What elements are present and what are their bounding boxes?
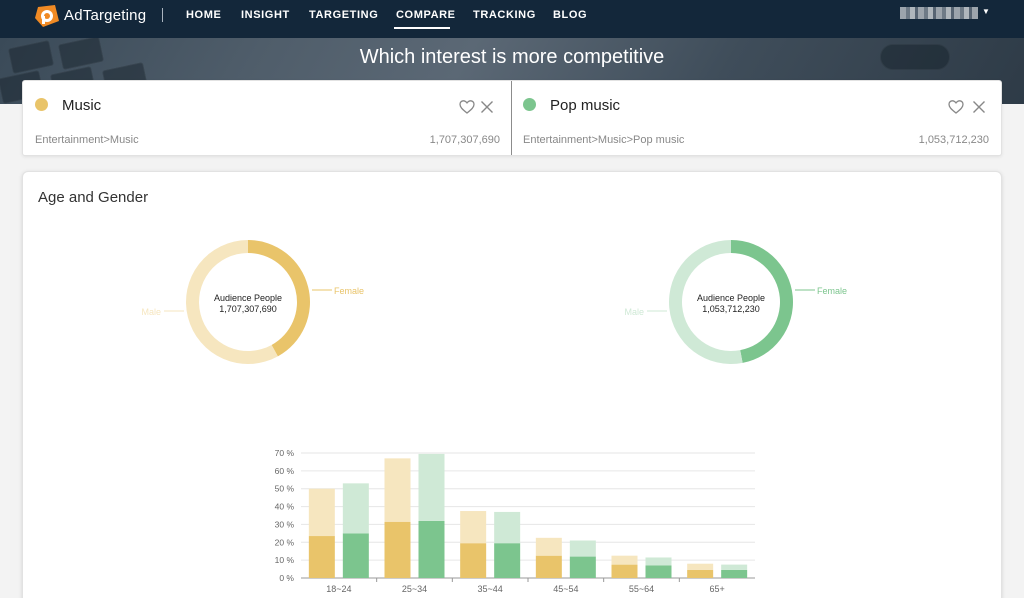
nav-active-indicator xyxy=(394,27,450,29)
interest-audience-size: 1,707,307,690 xyxy=(429,134,500,146)
donut-slice-female xyxy=(731,240,793,363)
remove-close-icon[interactable] xyxy=(479,99,495,115)
bar-music-lower xyxy=(384,521,411,578)
donut-center-label: Audience People xyxy=(214,293,282,303)
bar-pop-music-upper xyxy=(569,540,596,557)
brand-name[interactable]: AdTargeting xyxy=(64,7,147,24)
bar-pop-music-upper xyxy=(645,557,672,566)
y-tick-label: 60 % xyxy=(275,466,295,476)
top-navbar: AdTargeting HOME INSIGHT TARGETING COMPA… xyxy=(0,0,1024,38)
bar-music-upper xyxy=(460,511,487,544)
bar-pop-music-lower xyxy=(569,556,596,578)
interest-category-path: Entertainment>Music xyxy=(35,134,139,146)
bar-music-lower xyxy=(687,569,714,578)
age-bar-chart: 0 % 10 % 20 % 30 % 40 % 50 % 60 % 70 % 18~24 25~3… xyxy=(275,448,755,594)
female-label: Female xyxy=(817,286,847,296)
remove-close-icon[interactable] xyxy=(971,99,987,115)
nav-tracking[interactable]: TRACKING xyxy=(473,9,536,21)
bar-pop-music-upper xyxy=(342,483,369,534)
female-label: Female xyxy=(334,286,364,296)
interest-color-dot xyxy=(35,98,48,111)
donut-slice-female xyxy=(248,240,310,357)
y-tick-label: 20 % xyxy=(275,537,295,547)
bar-pop-music-lower xyxy=(342,533,369,578)
bar-pop-music-lower xyxy=(494,543,521,578)
x-tick-label: 55~64 xyxy=(629,584,654,594)
bar-music-lower xyxy=(535,555,562,578)
x-tick-label: 65+ xyxy=(710,584,725,594)
y-tick-label: 10 % xyxy=(275,555,295,565)
hero-mouse-decoration xyxy=(880,44,950,70)
bar-pop-music-lower xyxy=(418,520,445,578)
adtargeting-logo-icon[interactable] xyxy=(34,4,60,28)
page-title: Which interest is more competitive xyxy=(359,46,665,68)
y-tick-label: 30 % xyxy=(275,519,295,529)
nav-targeting[interactable]: TARGETING xyxy=(309,9,379,21)
donut-slice-male xyxy=(186,240,278,364)
bar-pop-music-upper xyxy=(494,511,521,544)
x-tick-label: 18~24 xyxy=(326,584,351,594)
favorite-heart-icon[interactable] xyxy=(948,99,964,115)
section-title: Age and Gender xyxy=(38,189,149,206)
bar-pop-music-lower xyxy=(721,569,748,578)
donut-center-label: Audience People xyxy=(697,293,765,303)
nav-insight[interactable]: INSIGHT xyxy=(241,9,290,21)
bar-music-upper xyxy=(687,563,714,570)
y-tick-label: 50 % xyxy=(275,484,295,494)
user-menu-caret-icon[interactable]: ▼ xyxy=(982,7,990,16)
donut-slice-male xyxy=(668,240,743,364)
bar-pop-music-upper xyxy=(418,453,445,521)
male-label: Male xyxy=(141,307,161,317)
x-tick-label: 45~54 xyxy=(553,584,578,594)
nav-home[interactable]: HOME xyxy=(186,9,222,21)
interest-name: Pop music xyxy=(550,97,621,114)
bar-music-lower xyxy=(308,536,335,578)
favorite-heart-icon[interactable] xyxy=(459,99,475,115)
interest-compare-cards: Music Entertainment>Music 1,707,307,690 … xyxy=(22,80,1002,156)
x-tick-label: 35~44 xyxy=(478,584,503,594)
cards-divider xyxy=(511,81,512,155)
bar-music-upper xyxy=(384,458,411,522)
interest-color-dot xyxy=(523,98,536,111)
donut-center-value: 1,053,712,230 xyxy=(702,304,760,314)
bar-pop-music-lower xyxy=(645,565,672,578)
bar-music-lower xyxy=(611,564,638,578)
x-tick-label: 25~34 xyxy=(402,584,427,594)
interest-name: Music xyxy=(62,97,102,114)
user-account-name[interactable] xyxy=(900,7,978,19)
bar-music-upper xyxy=(535,537,562,556)
bar-music-upper xyxy=(308,488,335,537)
interest-category-path: Entertainment>Music>Pop music xyxy=(523,134,685,146)
brand-divider xyxy=(162,8,163,22)
bar-music-lower xyxy=(460,543,487,578)
bar-pop-music-upper xyxy=(721,564,748,570)
male-label: Male xyxy=(624,307,644,317)
interest-audience-size: 1,053,712,230 xyxy=(918,134,989,146)
y-tick-label: 40 % xyxy=(275,502,295,512)
y-tick-label: 0 % xyxy=(279,573,294,583)
age-gender-panel: Age and Gender Female Male Audience People… xyxy=(22,171,1002,598)
y-tick-label: 70 % xyxy=(275,448,295,458)
nav-compare[interactable]: COMPARE xyxy=(396,9,456,21)
bar-music-upper xyxy=(611,555,638,565)
donut-center-value: 1,707,307,690 xyxy=(219,304,277,314)
nav-blog[interactable]: BLOG xyxy=(553,9,588,21)
